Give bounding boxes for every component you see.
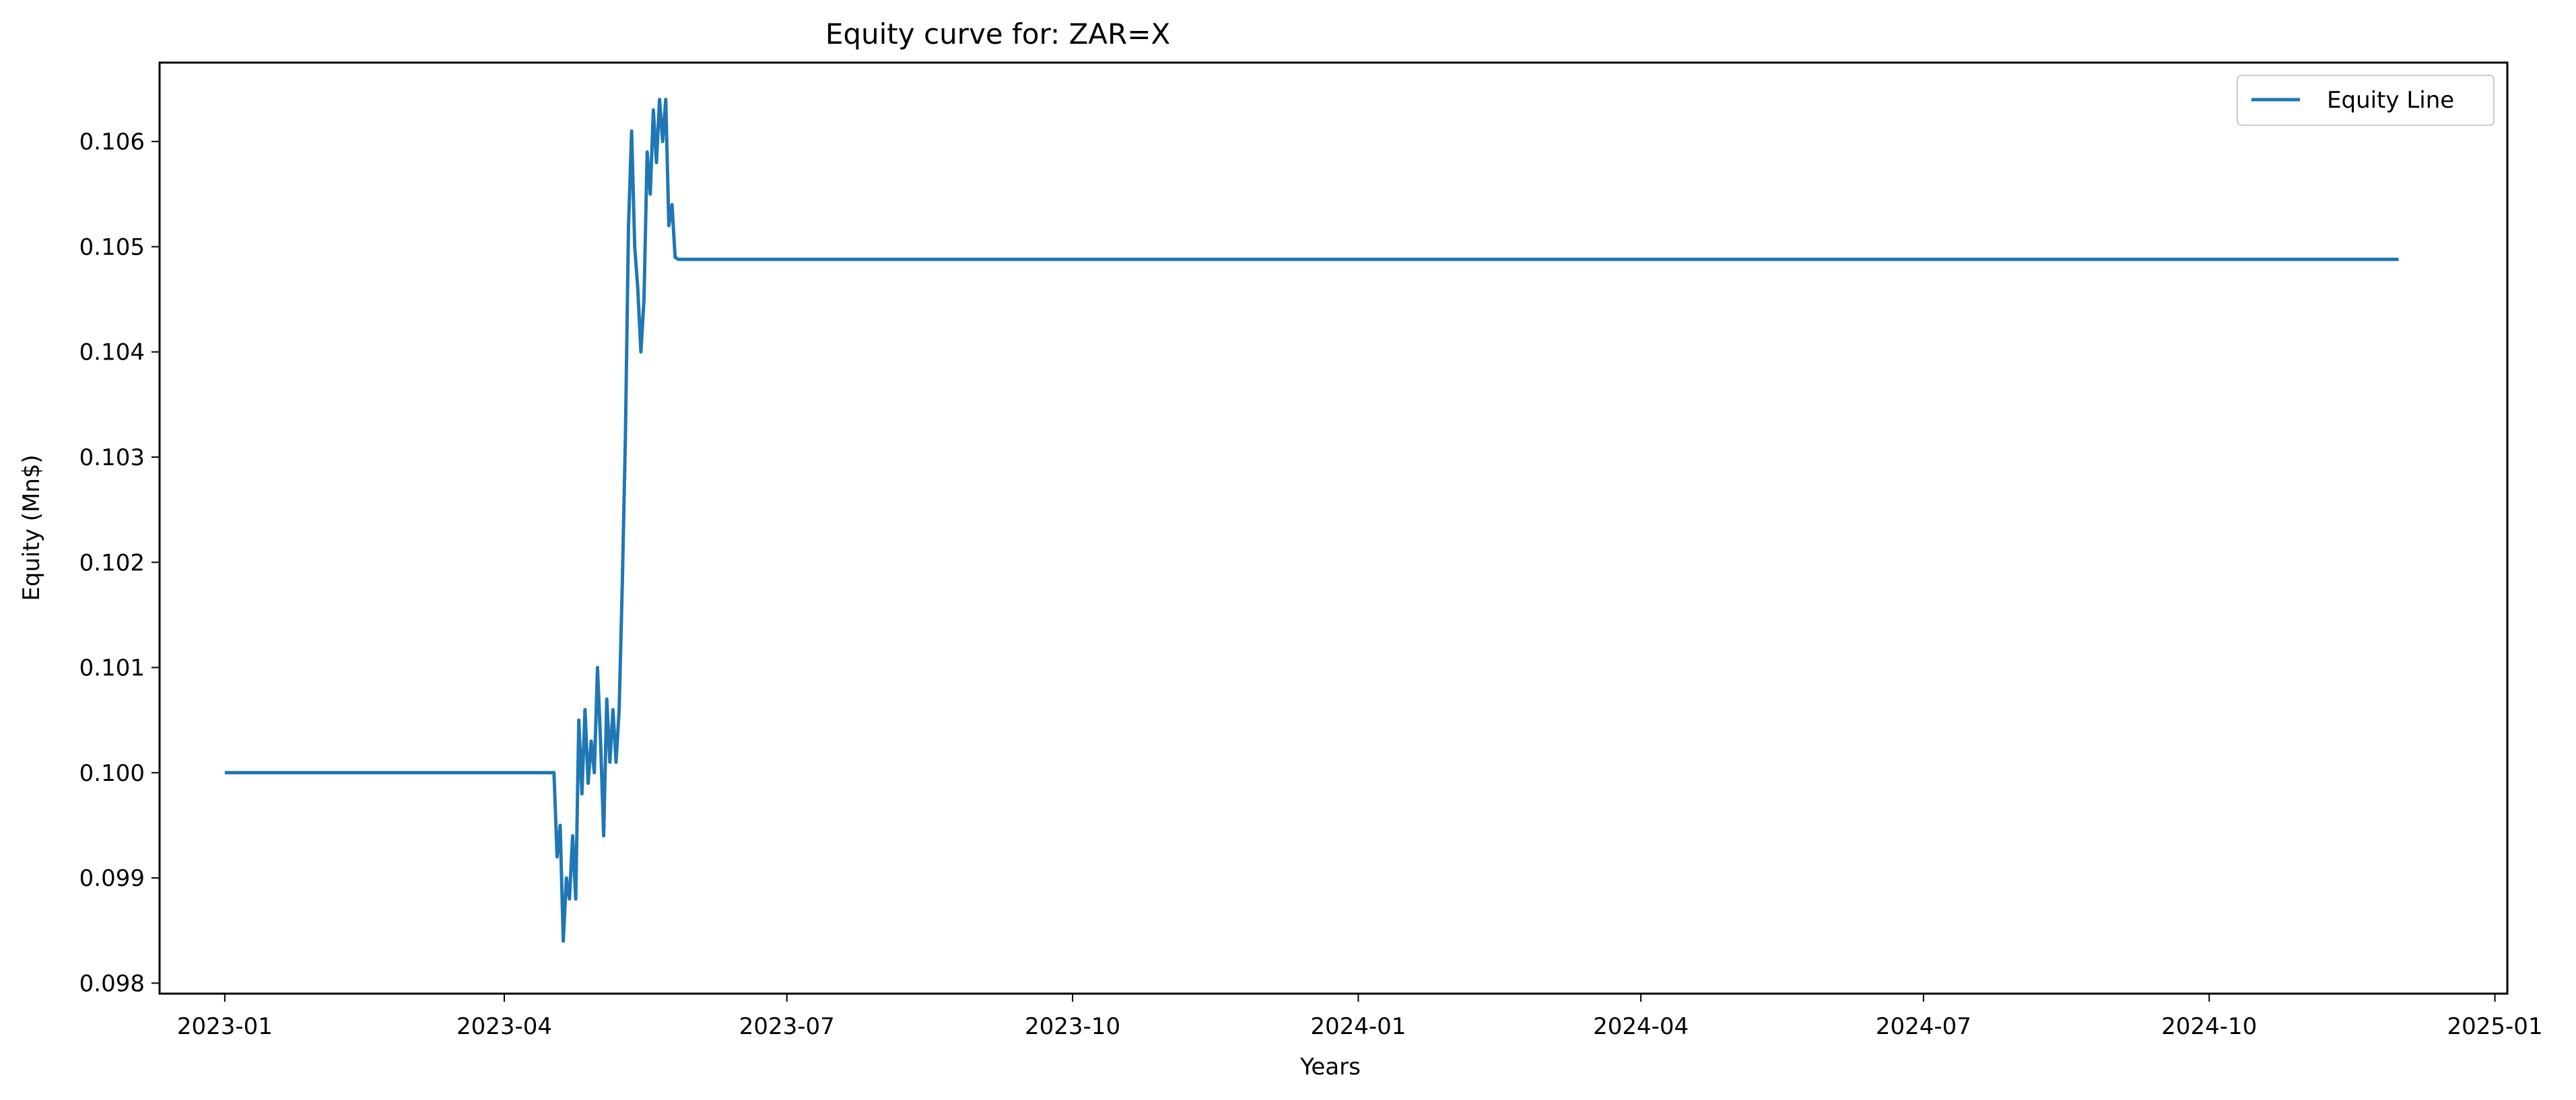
x-tick-label: 2024-04 [1593,1013,1689,1040]
x-tick-label: 2024-10 [2161,1013,2257,1040]
y-tick-label: 0.104 [79,339,145,366]
y-tick-label: 0.102 [79,549,145,576]
x-tick-label: 2023-04 [456,1013,552,1040]
x-axis-title: Years [1299,1054,1361,1080]
y-tick-label: 0.100 [79,760,145,787]
y-tick-label: 0.105 [79,234,145,261]
y-tick-label: 0.098 [79,970,145,997]
x-tick-label: 2023-07 [739,1013,835,1040]
y-axis-ticks: 0.098 0.099 0.100 0.101 0.102 0.103 0.104 0.105… [79,129,160,997]
y-tick-label: 0.103 [79,444,145,471]
legend: Equity Line [2237,75,2495,126]
y-tick-label: 0.106 [79,129,145,156]
x-tick-label: 2023-01 [177,1013,273,1040]
axes-frame [158,61,2509,995]
x-tick-label: 2024-07 [1876,1013,1971,1040]
x-axis-ticks: 2023-01 2023-04 2023-07 2023-10 2024-01 2024-… [177,994,2543,1040]
y-axis-title: Equity (Mn$) [18,454,45,600]
y-tick-label: 0.101 [79,655,145,682]
x-tick-label: 2023-10 [1025,1013,1120,1040]
x-tick-label: 2025-01 [2447,1013,2543,1040]
legend-series-label: Equity Line [2327,87,2454,114]
plot-area [158,61,2509,995]
y-tick-label: 0.099 [79,865,145,892]
equity-line-series [224,98,2399,943]
legend-box [2237,75,2495,126]
chart-title: Equity curve for: ZAR=X [825,18,1170,50]
x-tick-label: 2024-01 [1310,1013,1406,1040]
